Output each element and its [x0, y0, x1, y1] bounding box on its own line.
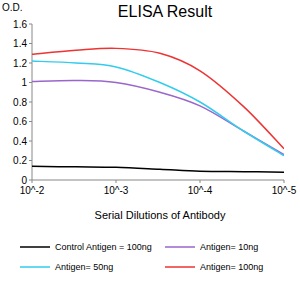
chart: ELISA Result O.D. Serial Dilutions of Anti… [0, 0, 300, 300]
x-tick [32, 180, 33, 183]
y-tick-label: 1.4 [13, 38, 27, 49]
y-tick-label: 0.2 [13, 155, 27, 166]
x-axis-label: Serial Dilutions of Antibody [95, 209, 226, 221]
legend-label: Antigen= 50ng [55, 262, 113, 272]
x-axis [32, 180, 284, 181]
y-axis-label: O.D. [2, 2, 23, 13]
y-tick [29, 160, 32, 161]
series-line [32, 81, 284, 155]
legend-swatch [165, 266, 195, 268]
y-tick-label: 1 [21, 77, 27, 88]
x-tick-label: 10^-3 [104, 185, 129, 196]
y-tick [29, 43, 32, 44]
legend-swatch [20, 266, 50, 268]
legend-swatch [20, 246, 50, 248]
legend-label: Antigen= 10ng [200, 242, 258, 252]
y-tick [29, 102, 32, 103]
x-tick [284, 180, 285, 183]
legend-label: Antigen= 100ng [200, 262, 263, 272]
y-tick-label: 0.6 [13, 116, 27, 127]
x-tick [200, 180, 201, 183]
y-tick-label: 0.4 [13, 136, 27, 147]
x-tick [116, 180, 117, 183]
series-line [32, 48, 284, 149]
y-tick [29, 24, 32, 25]
y-tick [29, 121, 32, 122]
y-tick [29, 63, 32, 64]
legend-swatch [165, 246, 195, 248]
title: ELISA Result [118, 3, 213, 20]
plot-area [32, 48, 284, 172]
y-tick-label: 0 [21, 175, 27, 186]
series-line [32, 166, 284, 172]
y-tick-label: 1.6 [13, 19, 27, 30]
y-tick-label: 1.2 [13, 58, 27, 69]
y-tick-label: 0.8 [13, 97, 27, 108]
x-tick-label: 10^-5 [272, 185, 297, 196]
x-tick-label: 10^-4 [188, 185, 213, 196]
x-tick-label: 10^-2 [20, 185, 45, 196]
y-tick [29, 82, 32, 83]
y-tick [29, 141, 32, 142]
legend-label: Control Antigen = 100ng [55, 242, 152, 252]
